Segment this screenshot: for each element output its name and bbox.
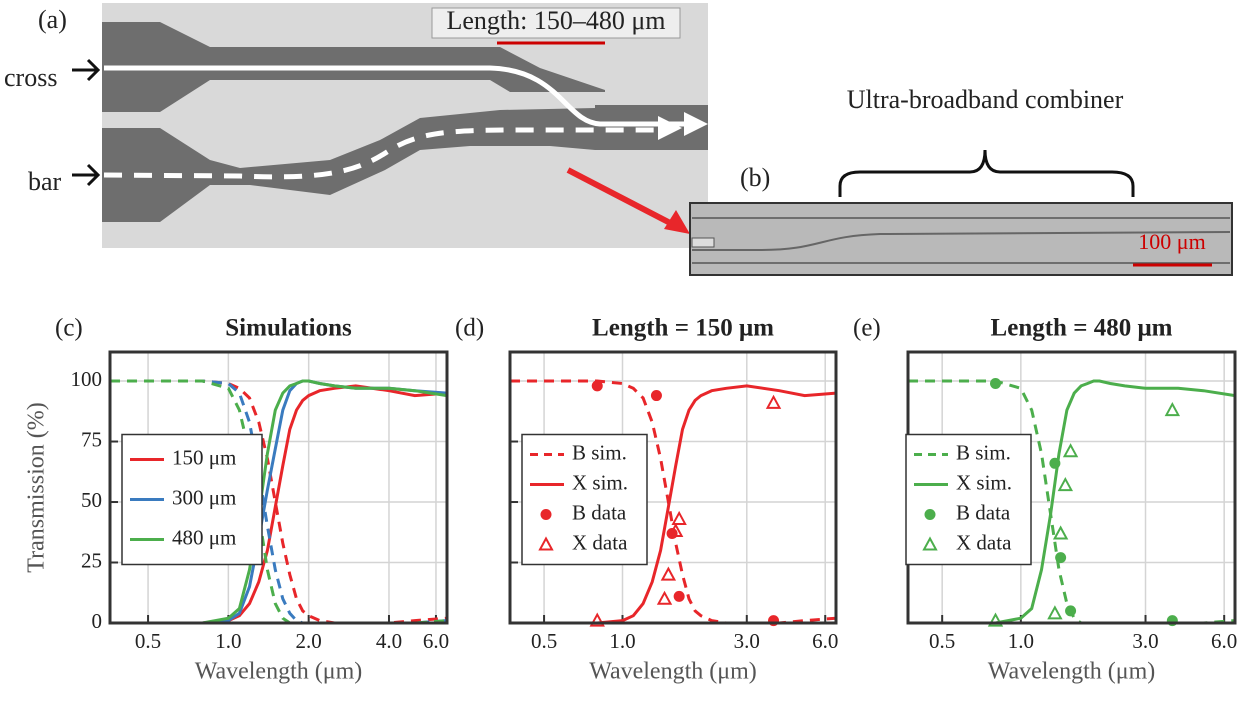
y-axis-label: Transmission (%) xyxy=(24,402,50,572)
plot-frame xyxy=(508,350,838,625)
x-tick-label: 6.0 xyxy=(423,629,449,653)
data-point xyxy=(1052,525,1069,540)
data-point xyxy=(671,510,687,525)
data-line xyxy=(510,384,837,625)
data-point xyxy=(1047,605,1063,620)
data-line xyxy=(908,379,1236,625)
panel-label: (b) xyxy=(740,163,770,192)
y-tick-label: 50 xyxy=(81,488,102,512)
x-axis-label: Wavelength (μm) xyxy=(195,659,363,685)
data-point xyxy=(660,566,677,581)
legend-label: 150 μm xyxy=(172,445,236,469)
legend-marker xyxy=(922,536,938,551)
x-tick-label: 6.0 xyxy=(1211,629,1237,653)
x-tick-label: 1.0 xyxy=(609,629,635,653)
length-label: Length: 150–480 μm xyxy=(446,6,665,35)
data-point xyxy=(1049,457,1061,469)
input-label: bar xyxy=(28,167,62,196)
input-label: cross xyxy=(4,63,57,92)
data-point xyxy=(1164,401,1181,417)
data-point xyxy=(589,612,605,627)
data-point xyxy=(673,590,685,602)
data-point xyxy=(650,390,662,402)
legend-marker xyxy=(540,509,552,520)
scale-bar-label: 100 μm xyxy=(1138,229,1205,254)
x-axis-label: Wavelength (μm) xyxy=(589,659,757,685)
legend-marker xyxy=(538,536,554,551)
data-point xyxy=(656,590,673,605)
data-line xyxy=(110,379,448,625)
legend-label: 300 μm xyxy=(172,485,236,509)
data-point xyxy=(1057,476,1074,492)
data-point xyxy=(591,380,603,392)
data-point xyxy=(667,522,684,538)
legend: 150 μm 300 μm 480 μm xyxy=(121,433,263,566)
legend-label: X data xyxy=(572,530,628,554)
panel-label: (c) xyxy=(55,315,83,342)
chart-title: Length = 480 μm xyxy=(991,315,1173,342)
data-point xyxy=(1055,552,1067,564)
device-schematic xyxy=(72,3,708,248)
data-point xyxy=(987,612,1004,627)
legend-label: B data xyxy=(956,500,1011,524)
x-axis-label: Wavelength (μm) xyxy=(988,659,1156,685)
panel-label: (a) xyxy=(38,5,67,34)
legend-label: B sim. xyxy=(572,440,627,464)
legend-label: X sim. xyxy=(572,470,628,494)
x-tick-label: 1.0 xyxy=(215,629,241,653)
legend: B sim. X sim. B data X data xyxy=(905,433,1032,566)
plot-frame xyxy=(108,350,449,625)
x-tick-label: 0.5 xyxy=(135,629,161,653)
x-tick-label: 3.0 xyxy=(734,629,760,653)
x-tick-label: 0.5 xyxy=(531,629,557,653)
legend-marker xyxy=(924,509,936,520)
x-tick-label: 0.5 xyxy=(929,629,955,653)
legend-label: B data xyxy=(572,500,627,524)
panel-label: (e) xyxy=(853,315,881,342)
annotation: Ultra-broadband combiner xyxy=(847,85,1124,114)
legend-label: X data xyxy=(956,530,1012,554)
y-tick-label: 0 xyxy=(92,609,103,633)
x-tick-label: 2.0 xyxy=(296,629,322,653)
legend-label: X sim. xyxy=(956,470,1012,494)
data-point xyxy=(765,394,782,409)
data-line xyxy=(110,384,448,625)
x-tick-label: 4.0 xyxy=(376,629,402,653)
legend-label: 480 μm xyxy=(172,525,236,549)
x-tick-label: 6.0 xyxy=(812,629,838,653)
legend: B sim. X sim. B data X data xyxy=(521,433,648,566)
micrograph xyxy=(689,149,1233,276)
y-tick-label: 25 xyxy=(81,548,102,572)
chart-title: Simulations xyxy=(225,315,352,342)
panel-label: (d) xyxy=(455,315,484,342)
x-tick-label: 1.0 xyxy=(1008,629,1034,653)
data-point xyxy=(990,377,1002,389)
y-tick-label: 100 xyxy=(71,367,103,391)
data-point xyxy=(1065,605,1077,617)
x-tick-label: 3.0 xyxy=(1132,629,1158,653)
y-tick-label: 75 xyxy=(81,427,102,451)
data-line xyxy=(110,379,448,625)
data-point xyxy=(1062,443,1079,458)
legend-label: B sim. xyxy=(956,440,1011,464)
chart-title: Length = 150 μm xyxy=(592,315,774,342)
